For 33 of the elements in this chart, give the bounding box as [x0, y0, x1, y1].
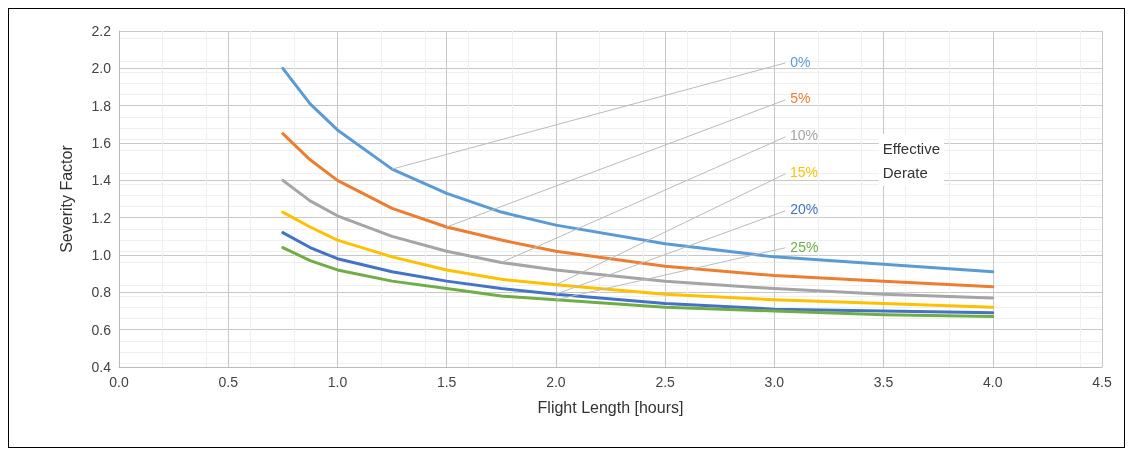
y-tick-label: 0.6 — [91, 321, 112, 338]
x-tick-label: 0.0 — [109, 374, 129, 390]
text: 5% — [790, 90, 811, 107]
y-tick-label: 1.8 — [91, 97, 112, 114]
text: 15% — [789, 163, 819, 180]
text: 25% — [790, 238, 819, 255]
text: 0% — [790, 53, 811, 70]
x-tick-label: 1.0 — [327, 374, 348, 390]
line-series — [281, 66, 995, 274]
line-series — [281, 231, 995, 315]
x-tick-label: 3.0 — [764, 374, 785, 390]
y-tick-label: 2.0 — [91, 60, 112, 77]
x-tick-label: 4.0 — [983, 374, 1003, 390]
y-tick-label: 2.2 — [91, 23, 112, 39]
y-tick-label: 1.0 — [91, 247, 112, 263]
line-series — [281, 178, 995, 300]
y-tick-label: 1.6 — [91, 135, 112, 151]
x-tick-label: 2.5 — [655, 374, 676, 390]
y-tick-label: 0.8 — [91, 284, 112, 301]
x-axis-title: Flight Length [hours] — [537, 398, 684, 416]
y-tick-label: 1.2 — [91, 209, 112, 226]
y-axis-title: Severity Factor — [57, 144, 75, 253]
y-tick-label: 1.4 — [91, 172, 112, 189]
x-tick-label: 3.5 — [873, 374, 894, 390]
text: 10% — [790, 126, 819, 143]
y-tick-label: 0.4 — [91, 359, 112, 375]
x-tick-label: 2.0 — [546, 374, 566, 390]
x-tick-label: 4.5 — [1092, 374, 1112, 390]
annotation: Effective Derate — [882, 139, 941, 181]
x-tick-label: 1.5 — [436, 374, 457, 390]
line-series — [281, 132, 995, 289]
text: 20% — [790, 201, 819, 218]
x-tick-label: 0.5 — [218, 374, 239, 390]
